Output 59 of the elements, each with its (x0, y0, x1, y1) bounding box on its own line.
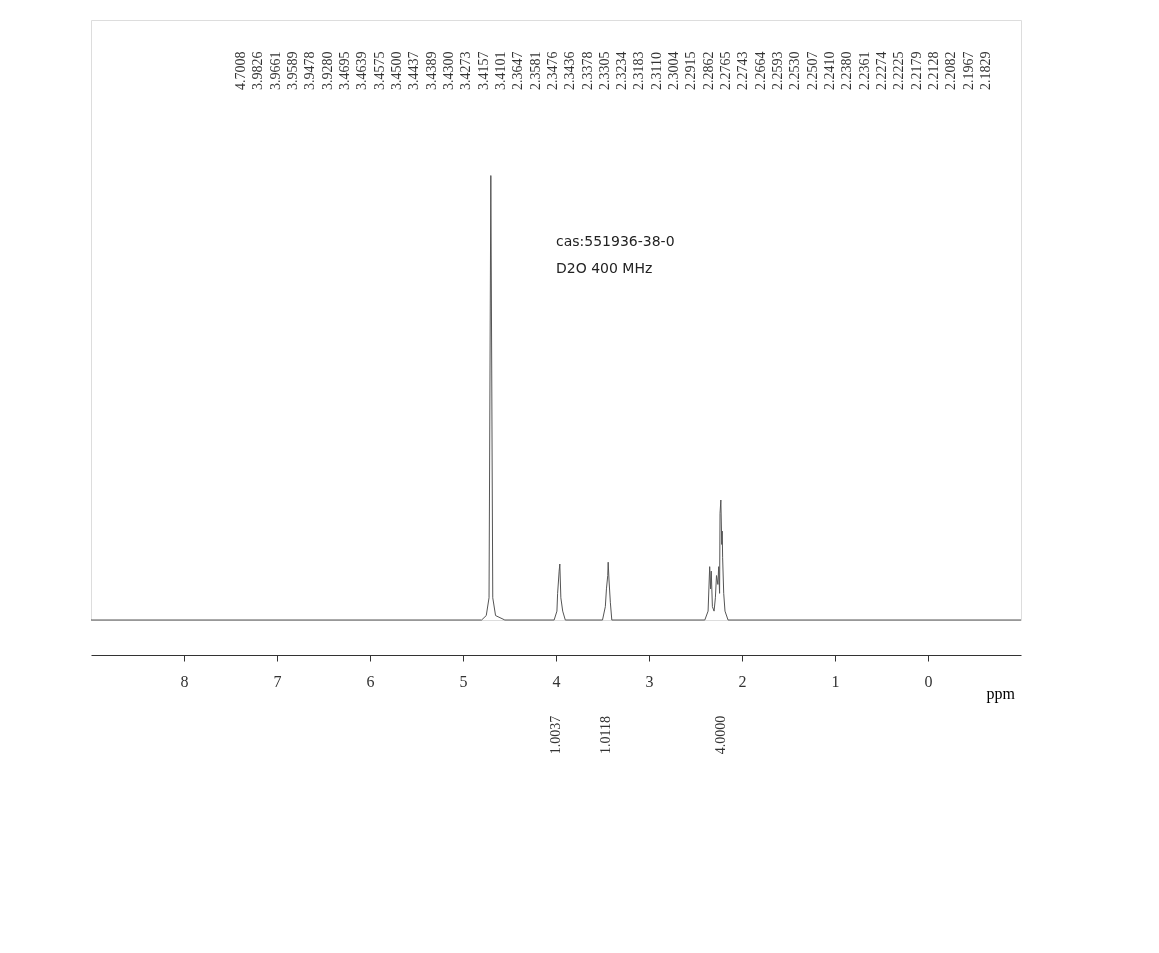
text: 2.3378 (579, 51, 595, 90)
text: 2.2743 (735, 51, 751, 90)
x-tick-label: 3 (645, 672, 654, 690)
text: 2.2530 (787, 51, 803, 90)
x-tick-label: 4 (552, 672, 561, 690)
text: 2.3183 (631, 51, 647, 90)
text: 2.2361 (856, 51, 872, 90)
x-tick-label: 7 (273, 672, 282, 690)
text: 2.2380 (839, 51, 855, 90)
annotation: cas:551936-38-0 (556, 233, 675, 249)
text: 2.3436 (562, 51, 578, 90)
x-axis-title: ppm (986, 684, 1016, 703)
text: 3.4639 (354, 51, 370, 90)
text: 2.3110 (648, 52, 664, 90)
text: 2.2082 (943, 51, 959, 90)
x-tick-label: 0 (924, 672, 933, 690)
text: 3.4500 (388, 51, 404, 90)
text: 2.3004 (666, 51, 682, 90)
text: 2.2128 (926, 51, 942, 90)
text: 4.7008 (233, 51, 248, 90)
x-tick-label: 8 (180, 672, 189, 690)
text: 2.3647 (510, 51, 526, 90)
text: 2.2274 (874, 51, 890, 90)
text: 2.3476 (544, 51, 560, 90)
text: 1.0118 (598, 716, 613, 754)
text: 3.9661 (267, 51, 283, 90)
text: 2.3581 (527, 51, 543, 90)
text: 2.2179 (908, 51, 924, 90)
x-tick-label: 2 (738, 672, 747, 690)
text: 2.2915 (683, 51, 699, 90)
text: 2.2507 (804, 51, 820, 90)
annotation: D2O 400 MHz (556, 260, 653, 276)
text: 2.1967 (960, 51, 976, 90)
text: 3.4389 (423, 51, 439, 90)
text: 4.0000 (713, 715, 728, 755)
text: 2.2765 (718, 51, 734, 90)
text: 3.4157 (475, 51, 491, 90)
text: 3.9478 (302, 51, 318, 90)
text: 2.2225 (891, 51, 907, 90)
text: 2.2593 (770, 51, 786, 90)
text: 3.4695 (336, 51, 352, 90)
text: 3.4575 (371, 51, 387, 90)
text: 2.2410 (822, 51, 838, 90)
text: 2.3305 (596, 51, 612, 90)
x-tick-label: 1 (831, 672, 840, 690)
x-tick-label: 5 (459, 672, 468, 690)
text: 3.9280 (319, 51, 335, 90)
text: 1.0037 (548, 715, 563, 755)
text: 2.3234 (614, 51, 630, 90)
text: 2.2664 (752, 51, 768, 90)
text: 3.4300 (440, 51, 456, 90)
text: 3.4437 (406, 51, 422, 90)
text: 3.4273 (458, 51, 474, 90)
text: 2.1829 (978, 51, 993, 90)
text: 3.9589 (284, 51, 300, 90)
text: 3.4101 (492, 51, 508, 90)
text: 2.2862 (700, 51, 716, 90)
x-tick-label: 6 (366, 672, 375, 690)
text: 3.9826 (250, 51, 266, 90)
